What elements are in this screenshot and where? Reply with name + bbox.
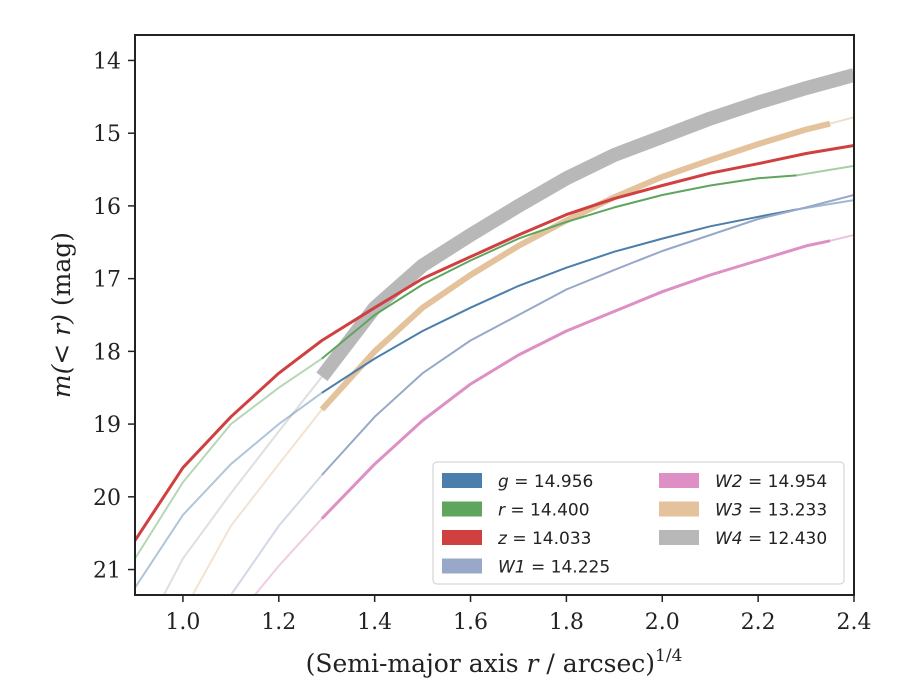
legend-label-w2: W2 = 14.954: [715, 472, 827, 492]
series-w2-extrapolation-inner: [253, 517, 323, 595]
x-tick-label: 1.2: [261, 610, 296, 635]
y-tick-label: 16: [93, 195, 121, 220]
legend-label-w3: W3 = 13.233: [715, 501, 827, 521]
legend-label-r: r = 14.400: [498, 501, 590, 521]
legend-entry-w4: W4 = 12.430: [659, 529, 827, 549]
x-axis-label-rest: / arcsec): [538, 649, 655, 678]
legend-swatch-g: [442, 473, 482, 488]
y-axis-label-italic: m(< r): [47, 314, 76, 398]
legend-entry-g: g = 14.956: [442, 472, 593, 492]
legend-swatch-r: [442, 501, 482, 517]
series-w4-line: [316, 68, 854, 382]
series-r-line: [321, 174, 797, 360]
x-tick-label: 1.4: [357, 610, 392, 635]
y-axis-label-rest: (mag): [47, 232, 76, 314]
x-tick-label: 1.8: [549, 610, 584, 635]
series-w2-extrapolation-outer: [829, 234, 854, 242]
series-z-line: [135, 144, 854, 542]
legend-label-w1: W1 = 14.225: [498, 558, 610, 578]
y-tick-label: 19: [93, 413, 121, 438]
y-tick-label: 17: [93, 268, 121, 293]
series-w1-line: [321, 194, 854, 476]
legend-label-w4: W4 = 12.430: [715, 529, 827, 549]
series-z: [135, 144, 854, 542]
legend-label-z: z = 14.033: [497, 529, 591, 549]
plot-frame: [134, 34, 855, 596]
series-w1-extrapolation-inner: [229, 474, 323, 595]
x-tick-label: 1.6: [453, 610, 488, 635]
series-r-extrapolation-inner: [135, 357, 323, 560]
legend-entry-w1: W1 = 14.225: [442, 558, 610, 578]
series-r-extrapolation-outer: [795, 164, 854, 177]
legend-entry-w3: W3 = 13.233: [659, 501, 827, 521]
x-tick-label: 2.0: [645, 610, 680, 635]
series-g-line: [321, 208, 797, 394]
y-tick-label: 21: [93, 559, 121, 584]
legend-swatch-w2: [659, 473, 699, 488]
series-w2-line: [320, 239, 831, 520]
series-w4-extrapolation-inner: [162, 375, 323, 595]
series-w4: [162, 68, 854, 595]
x-axis-label-var: r: [527, 649, 541, 678]
x-tick-label: 1.0: [165, 610, 200, 635]
series-r: [135, 164, 854, 560]
y-axis-label: m(< r) (mag): [47, 232, 76, 398]
series-w3: [191, 116, 854, 595]
series-w3-extrapolation-outer: [829, 116, 854, 125]
series-g-extrapolation-inner: [135, 391, 323, 589]
y-tick-label: 14: [93, 49, 121, 74]
legend-swatch-z: [442, 530, 482, 545]
legend-label-g: g = 14.956: [498, 472, 593, 492]
legend-entry-w2: W2 = 14.954: [659, 472, 827, 492]
legend-entry-r: r = 14.400: [442, 501, 590, 521]
x-axis-label-exponent: 1/4: [655, 646, 682, 666]
legend-swatch-w3: [659, 501, 699, 517]
legend-entries: g = 14.956 r = 14.400 z = 14.033 W1 = 14.22…: [442, 472, 827, 578]
legend-swatch-w1: [442, 558, 482, 574]
legend-frame: [432, 461, 845, 585]
y-tick-label: 18: [93, 340, 121, 365]
x-tick-label: 2.2: [741, 610, 776, 635]
x-axis-label: (Semi-major axis r / arcsec)1/4: [306, 646, 683, 678]
legend-swatch-w4: [659, 530, 699, 545]
series-w1: [229, 194, 854, 595]
legend-entry-z: z = 14.033: [442, 529, 591, 549]
x-tick-label: 2.4: [837, 610, 872, 635]
y-tick-label: 20: [93, 486, 121, 511]
series-w3-line: [319, 120, 831, 412]
series-layer: [135, 68, 854, 595]
y-tick-label: 15: [93, 122, 121, 147]
series-w2: [253, 234, 854, 595]
series-w3-extrapolation-inner: [191, 408, 323, 595]
ticks-layer: 1.0 1.2 1.4 1.6 1.8 2.0 2.2 2.4 14 15 16 17 18 19 20 21: [93, 49, 872, 635]
legend: g = 14.956 r = 14.400 z = 14.033 W1 = 14.22…: [432, 461, 845, 585]
x-axis-label-main: (Semi-major axis: [306, 649, 527, 678]
